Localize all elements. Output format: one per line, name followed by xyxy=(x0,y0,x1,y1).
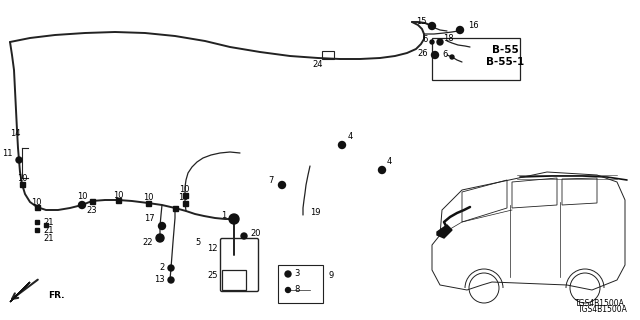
Text: 16: 16 xyxy=(468,20,479,29)
Polygon shape xyxy=(437,225,452,238)
Polygon shape xyxy=(10,282,30,302)
Text: 15: 15 xyxy=(417,17,427,26)
Circle shape xyxy=(168,265,174,271)
Bar xyxy=(182,201,188,205)
Text: 2: 2 xyxy=(160,263,165,273)
Circle shape xyxy=(79,202,86,209)
Text: 10: 10 xyxy=(31,197,42,206)
Circle shape xyxy=(450,55,454,59)
Text: 10: 10 xyxy=(143,193,154,202)
Text: 17: 17 xyxy=(145,213,155,222)
Circle shape xyxy=(339,141,346,148)
Circle shape xyxy=(430,40,434,44)
Text: 4: 4 xyxy=(348,132,353,140)
Circle shape xyxy=(285,271,291,277)
Circle shape xyxy=(437,39,443,45)
Bar xyxy=(182,193,188,197)
Text: 12: 12 xyxy=(207,244,218,252)
Text: 10: 10 xyxy=(179,185,189,194)
Circle shape xyxy=(431,52,438,59)
Text: 9: 9 xyxy=(328,271,333,281)
Text: 21: 21 xyxy=(43,218,54,227)
Text: 14: 14 xyxy=(10,129,20,138)
Text: 10: 10 xyxy=(77,191,88,201)
Text: 10: 10 xyxy=(113,190,124,199)
Text: 21: 21 xyxy=(43,234,54,243)
Text: 5: 5 xyxy=(195,237,200,246)
Bar xyxy=(322,51,334,59)
Text: 3: 3 xyxy=(294,269,300,278)
Text: 8: 8 xyxy=(294,285,300,294)
Text: 25: 25 xyxy=(207,270,218,279)
Text: 22: 22 xyxy=(143,237,153,246)
Bar xyxy=(35,220,39,224)
Text: 13: 13 xyxy=(154,276,165,284)
Circle shape xyxy=(168,277,174,283)
Text: 11: 11 xyxy=(3,148,13,157)
Text: 4: 4 xyxy=(387,156,392,165)
Circle shape xyxy=(156,234,164,242)
Circle shape xyxy=(241,233,247,239)
Text: TGS4B1500A: TGS4B1500A xyxy=(575,299,625,308)
Bar xyxy=(19,181,24,187)
Text: 21: 21 xyxy=(43,226,54,235)
Text: 1: 1 xyxy=(221,211,226,220)
Bar xyxy=(173,205,177,211)
Circle shape xyxy=(278,181,285,188)
Bar xyxy=(35,204,40,210)
Circle shape xyxy=(229,214,239,224)
Bar xyxy=(35,228,39,232)
Circle shape xyxy=(159,222,166,229)
Circle shape xyxy=(456,27,463,34)
Text: 7: 7 xyxy=(269,175,274,185)
Bar xyxy=(115,197,120,203)
Text: B-55: B-55 xyxy=(492,45,518,55)
Text: 20: 20 xyxy=(250,228,260,237)
Text: 6: 6 xyxy=(422,35,428,44)
Text: 18: 18 xyxy=(443,34,454,43)
Text: 19: 19 xyxy=(310,207,321,217)
Circle shape xyxy=(378,166,385,173)
Text: TGS4B1500A: TGS4B1500A xyxy=(578,305,628,314)
Circle shape xyxy=(16,157,22,163)
Text: 24: 24 xyxy=(312,60,323,68)
Bar xyxy=(44,223,48,227)
Text: 6: 6 xyxy=(443,50,448,59)
Bar xyxy=(222,270,246,290)
Text: 10: 10 xyxy=(178,193,189,202)
Bar xyxy=(90,198,95,204)
Text: 10: 10 xyxy=(17,173,28,182)
Bar xyxy=(432,38,520,80)
Text: 23: 23 xyxy=(86,205,97,214)
Text: 26: 26 xyxy=(417,49,428,58)
Text: FR.: FR. xyxy=(48,291,65,300)
Bar xyxy=(145,201,150,205)
Circle shape xyxy=(429,22,435,29)
Text: B-55-1: B-55-1 xyxy=(486,57,524,67)
Circle shape xyxy=(285,287,291,292)
Bar xyxy=(278,265,323,303)
Bar xyxy=(322,51,334,59)
